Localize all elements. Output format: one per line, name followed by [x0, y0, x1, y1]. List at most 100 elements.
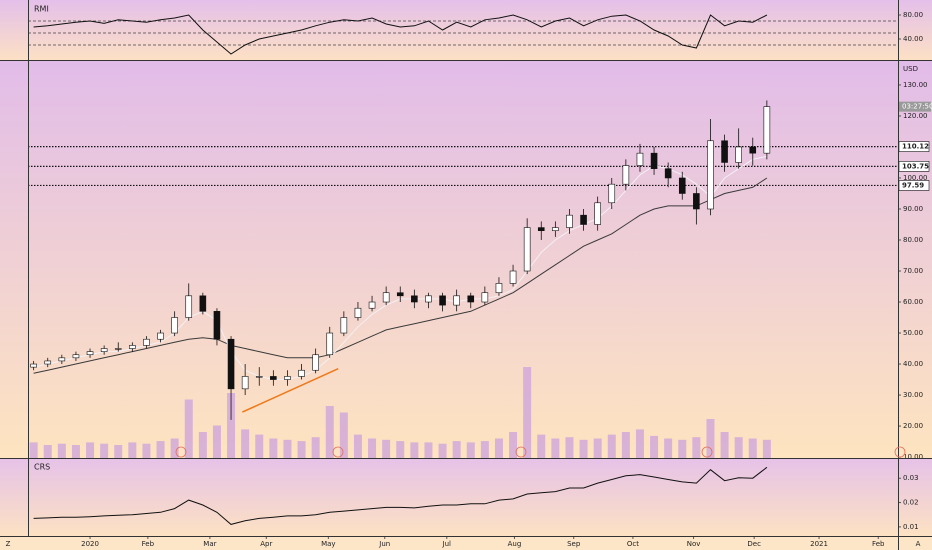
timezone-button[interactable]: Z — [6, 540, 11, 548]
volume-bar — [184, 399, 193, 458]
candle-body — [270, 376, 277, 380]
candle-body — [129, 345, 136, 349]
candle-body — [396, 292, 404, 297]
candle-body — [143, 338, 150, 346]
candle-body — [735, 146, 742, 163]
volume-bar — [311, 437, 320, 458]
volume-bar — [579, 439, 588, 458]
y-tick-label: 0.03 — [903, 474, 919, 482]
volume-bar — [114, 445, 123, 458]
volume-bar — [368, 438, 377, 458]
candle-body — [72, 354, 80, 359]
candle-body — [636, 152, 644, 166]
volume-bar — [621, 432, 630, 458]
y-tick-label: 0.01 — [903, 523, 919, 531]
candle-body — [44, 360, 52, 365]
candle-body — [467, 295, 475, 303]
candle-body — [298, 369, 305, 377]
candle-body — [495, 283, 503, 294]
volume-bar — [762, 439, 771, 458]
candle-body — [749, 146, 757, 154]
volume-bar — [466, 442, 475, 458]
volume-bar — [480, 441, 489, 458]
candle-body — [580, 214, 587, 225]
trendline — [242, 368, 339, 413]
x-tick-label: Feb — [142, 540, 155, 548]
candle-body — [678, 177, 686, 194]
candle-body — [693, 193, 700, 210]
volume-bar — [410, 442, 419, 458]
indicator-line — [33, 14, 768, 55]
volume-bar — [607, 434, 616, 458]
volume-bar — [170, 438, 179, 458]
candle-body — [213, 311, 221, 340]
candle-body — [537, 227, 545, 231]
crs-pane — [0, 459, 932, 537]
candle-body — [425, 295, 432, 303]
volume-bar — [100, 443, 109, 458]
candle-body — [509, 270, 517, 284]
volume-bar — [438, 443, 447, 458]
y-tick-label: 100.00 — [903, 174, 928, 182]
volume-bar — [128, 442, 137, 458]
volume-bar — [692, 437, 701, 458]
y-tick-label: 0.02 — [903, 499, 919, 507]
countdown-tag — [899, 101, 931, 112]
volume-bar — [424, 442, 433, 458]
price-pane — [0, 61, 932, 459]
y-tick-label: 50.00 — [903, 329, 923, 337]
volume-bar — [593, 438, 602, 458]
volume-bar — [325, 406, 334, 458]
volume-bar — [212, 425, 221, 458]
volume-bar — [537, 434, 546, 458]
volume-bar — [494, 438, 503, 458]
volume-bar — [227, 393, 236, 458]
auto-scale-button[interactable]: A — [916, 540, 921, 548]
y-tick-label: 80.00 — [903, 236, 923, 244]
countdown-label: 03:27:50 — [902, 103, 932, 111]
moving-average — [33, 177, 768, 374]
volume-bar — [269, 438, 278, 458]
candle-body — [157, 332, 164, 340]
candle-body — [171, 317, 178, 334]
candle-body — [185, 295, 193, 318]
candle-body — [114, 348, 122, 350]
candle-body — [227, 338, 235, 390]
volume-bar — [241, 429, 250, 458]
volume-bar — [43, 445, 52, 458]
y-tick-label: 90.00 — [903, 205, 923, 213]
candle-body — [340, 317, 348, 334]
candle-body — [255, 376, 263, 378]
candle-body — [721, 140, 728, 163]
candle-body — [453, 295, 460, 306]
candle-body — [30, 363, 37, 368]
candle-body — [594, 202, 601, 225]
volume-bar — [297, 441, 306, 458]
x-tick-label: May — [321, 540, 335, 548]
candle-body — [707, 140, 714, 210]
candle-body — [566, 214, 573, 228]
y-tick-label: 40.00 — [903, 35, 923, 43]
volume-bar — [509, 432, 518, 458]
candle-body — [650, 152, 658, 169]
candle-body — [326, 332, 334, 356]
x-tick-label: Nov — [687, 540, 701, 548]
volume-bar — [748, 438, 757, 458]
y-tick-label: 60.00 — [903, 298, 923, 306]
y-tick-label: 80.00 — [903, 11, 923, 19]
candle-body — [241, 376, 249, 390]
candle-body — [100, 348, 108, 352]
x-tick-label: Dec — [747, 540, 761, 548]
volume-bar — [339, 412, 348, 458]
x-tick-label: Aug — [508, 540, 522, 548]
rmi-pane — [0, 0, 932, 61]
volume-bar — [283, 439, 292, 458]
volume-bar — [720, 432, 729, 458]
y-tick-label: 120.00 — [903, 112, 928, 120]
candle-body — [354, 307, 362, 318]
candle-body — [199, 295, 207, 312]
candle-body — [552, 227, 559, 231]
volume-bar — [706, 419, 715, 458]
candle-body — [58, 357, 66, 362]
x-tick-label: Feb — [872, 540, 885, 548]
